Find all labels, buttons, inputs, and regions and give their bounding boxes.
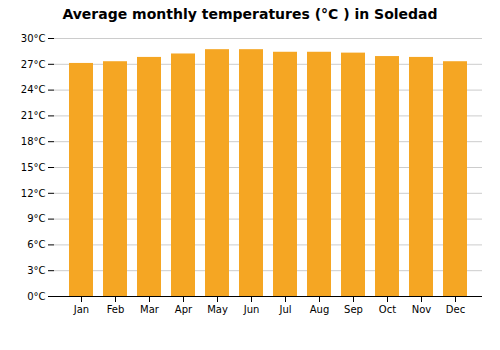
svg-text:Apr: Apr	[175, 304, 193, 315]
svg-text:12°C: 12°C	[21, 188, 46, 199]
svg-text:Sep: Sep	[344, 304, 363, 315]
svg-text:30°C: 30°C	[21, 33, 46, 44]
svg-text:9°C: 9°C	[27, 213, 45, 224]
svg-text:Nov: Nov	[412, 304, 432, 315]
svg-text:3°C: 3°C	[27, 265, 45, 276]
svg-text:Jul: Jul	[278, 304, 291, 315]
svg-text:Aug: Aug	[310, 304, 330, 315]
svg-text:Jun: Jun	[243, 304, 260, 315]
svg-text:Jan: Jan	[73, 304, 89, 315]
svg-text:27°C: 27°C	[21, 59, 46, 70]
svg-text:Mar: Mar	[140, 304, 160, 315]
svg-text:21°C: 21°C	[21, 110, 46, 121]
svg-text:Oct: Oct	[379, 304, 396, 315]
svg-text:May: May	[207, 304, 228, 315]
svg-text:6°C: 6°C	[27, 239, 45, 250]
svg-text:0°C: 0°C	[27, 291, 45, 302]
svg-text:Dec: Dec	[446, 304, 465, 315]
svg-text:18°C: 18°C	[21, 136, 46, 147]
svg-text:24°C: 24°C	[21, 84, 46, 95]
html-text:Average monthly temperatures (: Average monthly temperatures (°C ) in So…	[62, 6, 438, 22]
svg-text:Feb: Feb	[107, 304, 125, 315]
svg-text:15°C: 15°C	[21, 162, 46, 173]
